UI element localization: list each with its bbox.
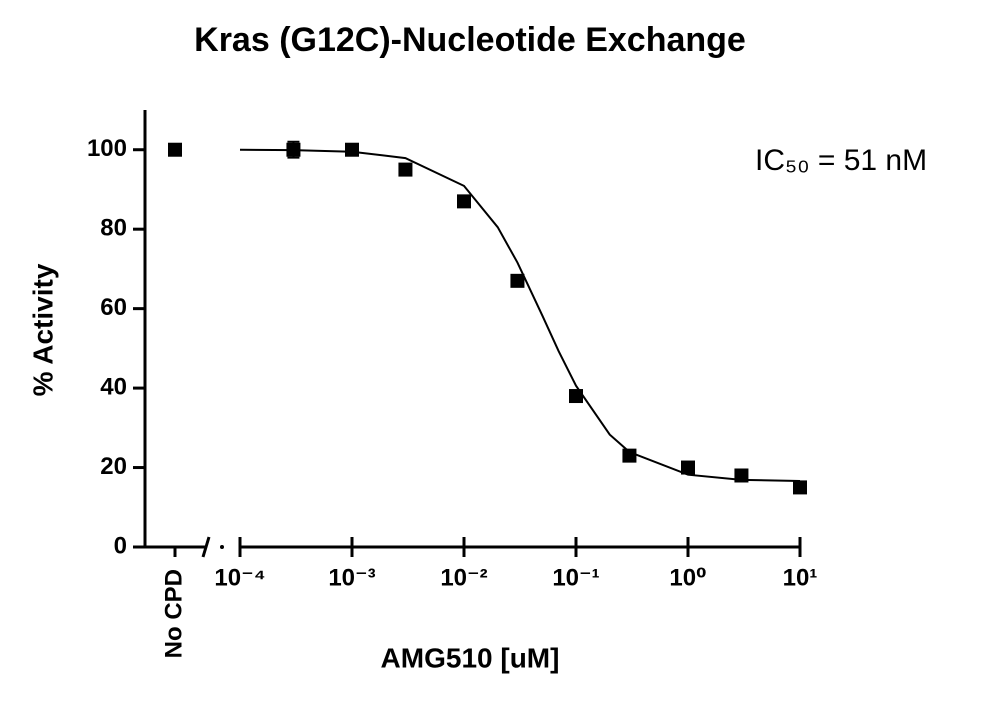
annotation: IC₅₀ = 51 nM: [755, 144, 927, 177]
x-tick-label: 10⁻⁴: [214, 564, 265, 591]
point: [510, 273, 525, 288]
y-tick-label: 0: [114, 532, 127, 559]
point: [286, 142, 301, 157]
y-tick-label: 60: [100, 294, 127, 321]
axis-break-dot: [220, 545, 224, 549]
x-tick-label: 10⁻²: [440, 564, 487, 591]
x-tick-label: 10¹: [783, 564, 818, 591]
x-tick-label: 10⁰: [669, 564, 706, 591]
y-tick-label: 20: [100, 453, 127, 480]
chart-title: Kras (G12C)-Nucleotide Exchange: [194, 21, 746, 59]
point: [734, 468, 749, 483]
point: [793, 480, 807, 495]
y-tick-label: 80: [100, 215, 127, 242]
y-tick-label: 100: [87, 135, 127, 162]
y-tick-label: 40: [100, 373, 127, 400]
point: [345, 142, 359, 157]
point: [457, 194, 471, 209]
point: [622, 448, 637, 463]
control-point: [168, 142, 182, 157]
point: [681, 460, 695, 475]
x-axis-label: AMG510 [uM]: [381, 642, 560, 673]
point: [569, 389, 583, 404]
x-tick-label: 10⁻³: [328, 564, 375, 591]
x-tick-label: No CPD: [160, 569, 187, 658]
y-axis-label: % Activity: [27, 263, 58, 396]
point: [398, 162, 413, 177]
axis-break: [201, 536, 211, 558]
fit-curve: [239, 148, 801, 483]
x-tick-label: 10⁻¹: [552, 564, 599, 591]
